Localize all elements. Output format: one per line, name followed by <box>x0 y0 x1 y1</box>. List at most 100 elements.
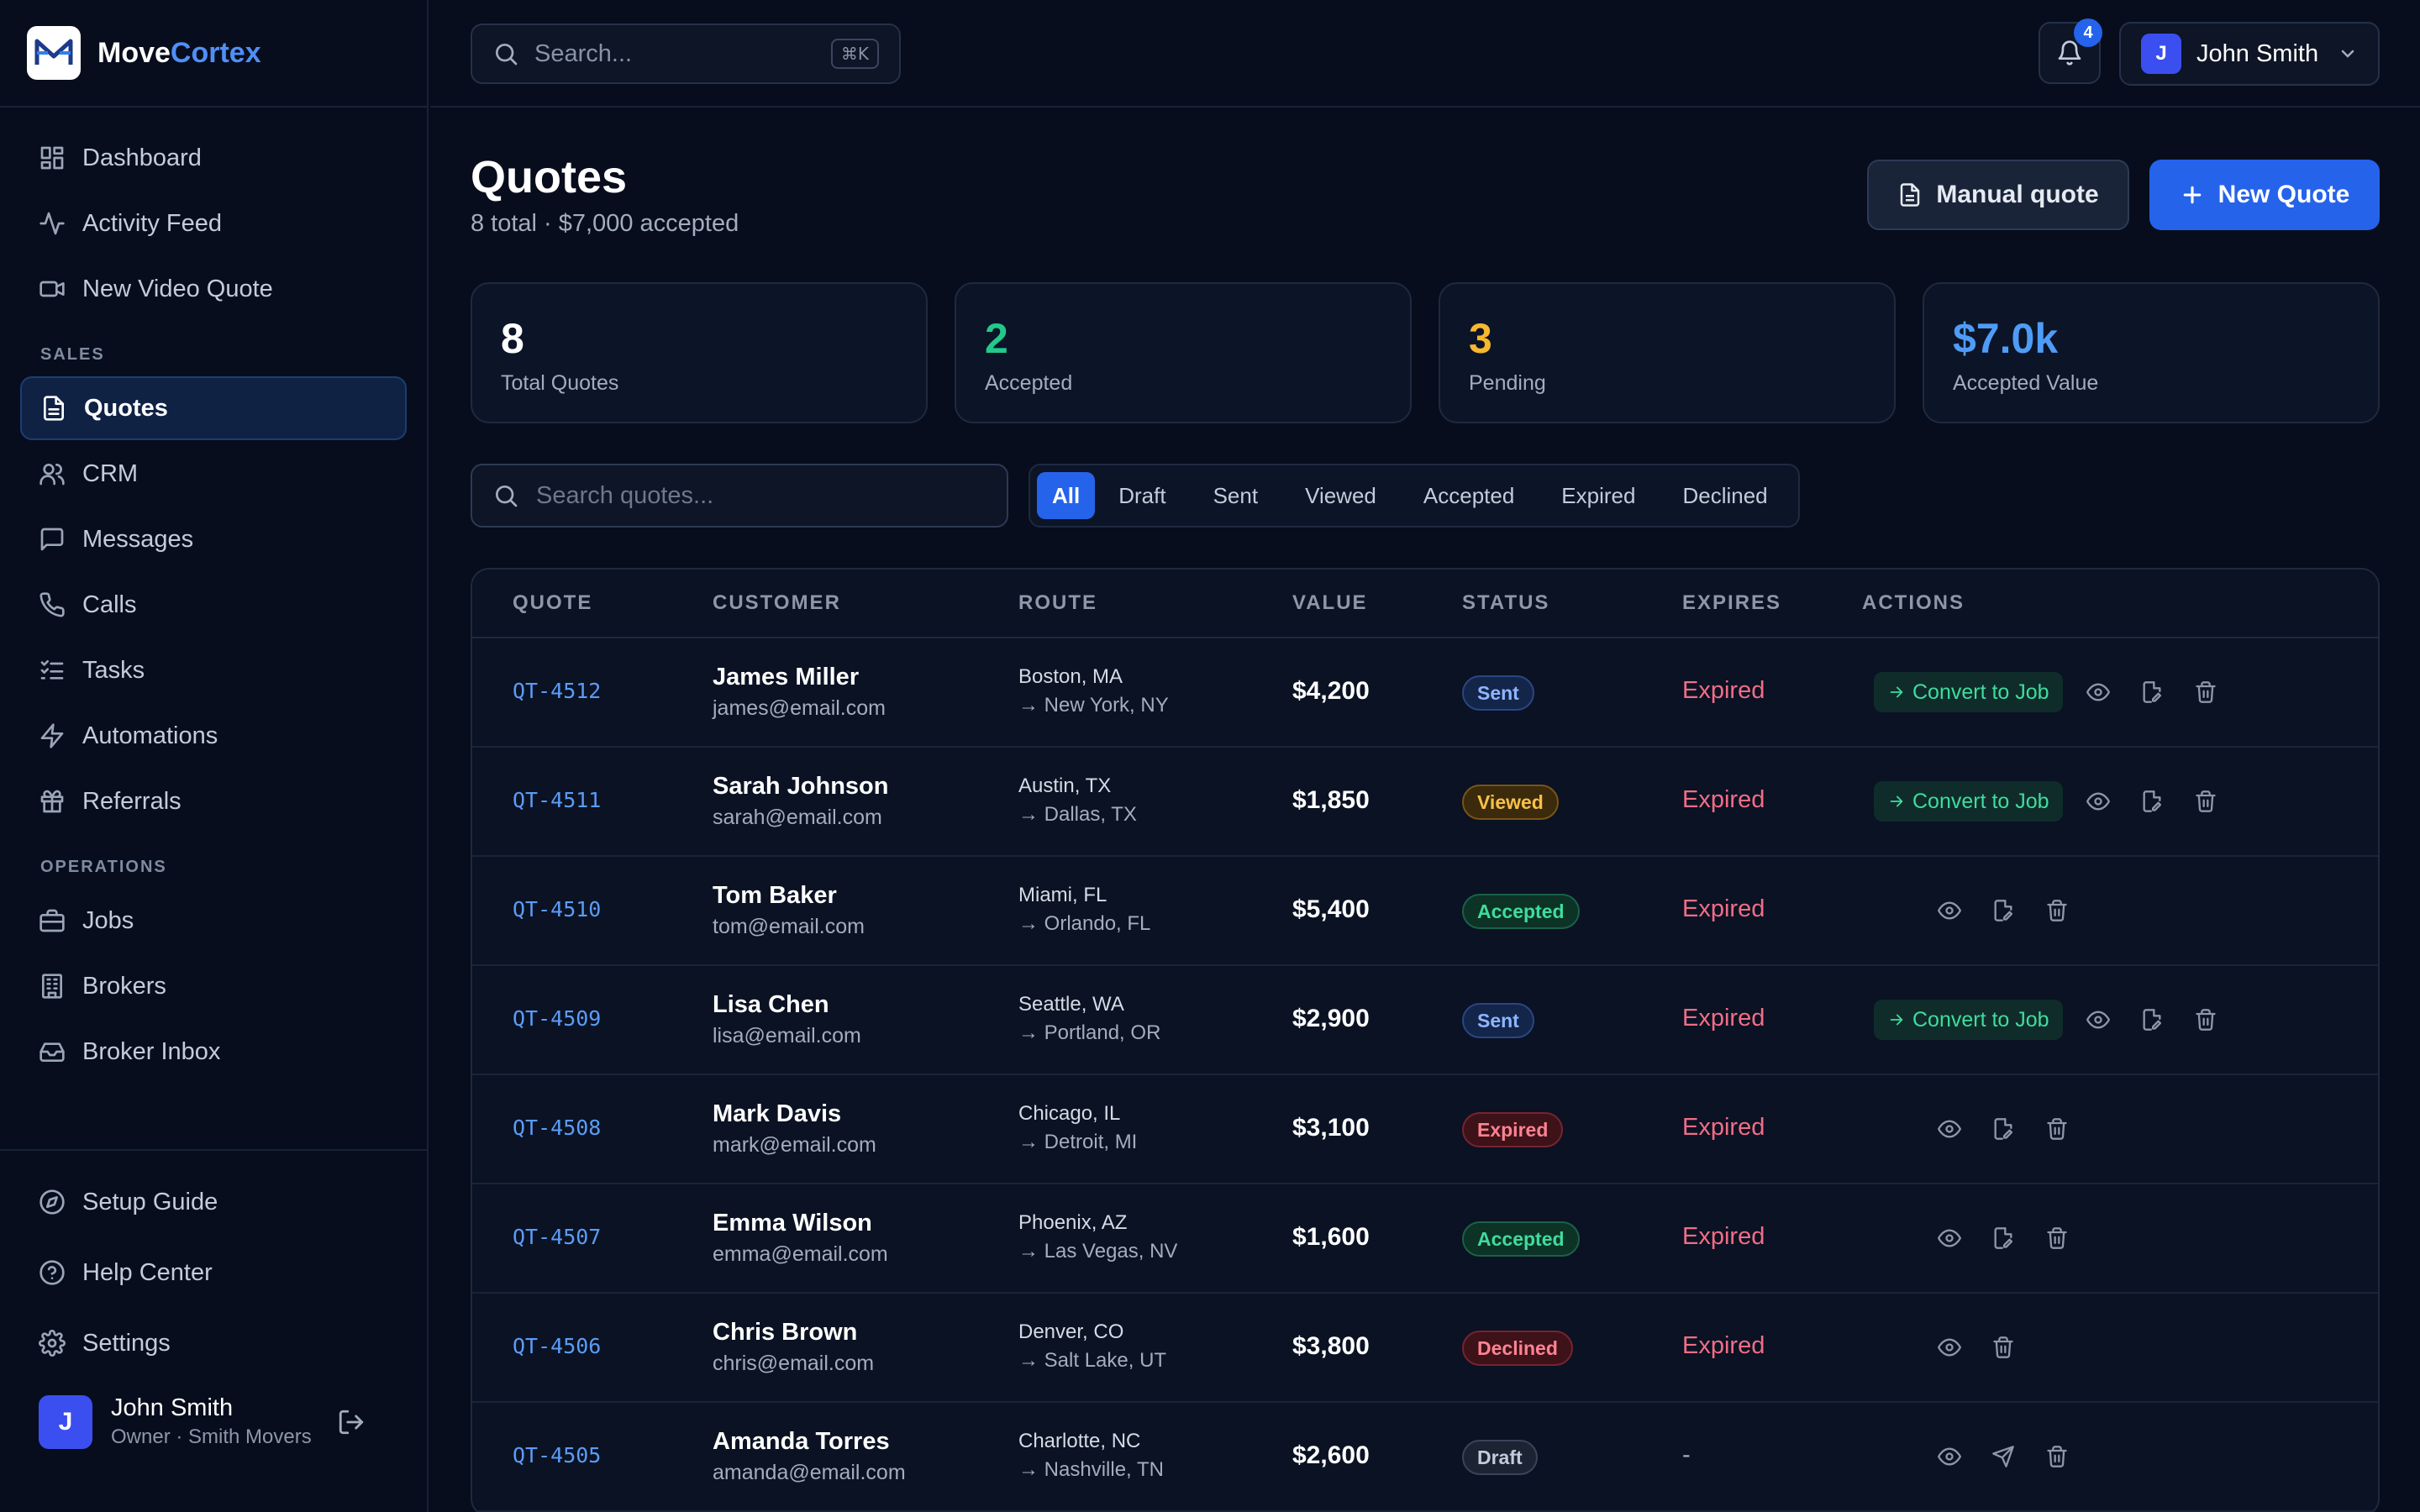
column-header-actions[interactable]: ACTIONS <box>1862 591 1965 614</box>
user-card[interactable]: J John Smith Owner · Smith Movers <box>20 1394 407 1449</box>
table-row[interactable]: QT-4509 Lisa Chen lisa@email.com Seattle… <box>472 966 2378 1075</box>
avatar: J <box>2141 34 2181 74</box>
table-row[interactable]: QT-4511 Sarah Johnson sarah@email.com Au… <box>472 748 2378 857</box>
quote-search-input[interactable]: Search quotes... <box>536 481 714 509</box>
customer-cell: Lisa Chen lisa@email.com <box>713 991 861 1048</box>
table-row[interactable]: QT-4512 James Miller james@email.com Bos… <box>472 638 2378 748</box>
trash-action-button[interactable] <box>2030 1435 2084 1478</box>
new-quote-button[interactable]: New Quote <box>2149 160 2380 230</box>
trash-action-button[interactable] <box>2030 889 2084 932</box>
customer-email: emma@email.com <box>713 1242 888 1266</box>
edit-action-button[interactable] <box>1976 1216 2030 1260</box>
logo-icon[interactable] <box>27 26 81 80</box>
quote-id[interactable]: QT-4506 <box>513 1334 602 1358</box>
edit-action-button[interactable] <box>1976 889 2030 932</box>
quote-id[interactable]: QT-4508 <box>513 1116 602 1140</box>
sidebar-item-label: Settings <box>82 1329 171 1357</box>
tab-expired[interactable]: Expired <box>1561 482 1636 508</box>
sidebar-item-settings[interactable]: Settings <box>20 1309 407 1378</box>
tab-draft[interactable]: Draft <box>1118 482 1166 508</box>
user-menu-button[interactable]: J John Smith <box>2119 22 2380 86</box>
sidebar-item-help-center[interactable]: Help Center <box>20 1238 407 1307</box>
sidebar-item-calls[interactable]: Calls <box>20 573 407 637</box>
table-row[interactable]: QT-4505 Amanda Torres amanda@email.com C… <box>472 1403 2378 1512</box>
quotes-table: QUOTE CUSTOMER ROUTE VALUE STATUS EXPIRES ACTI… <box>471 568 2380 1512</box>
convert-to-job-button[interactable]: Convert to Job <box>1874 672 2063 712</box>
tab-accepted[interactable]: Accepted <box>1423 482 1515 508</box>
sidebar-item-brokers[interactable]: Brokers <box>20 954 407 1018</box>
sidebar-item-label: Broker Inbox <box>82 1037 221 1065</box>
edit-action-button[interactable] <box>1976 1107 2030 1151</box>
sidebar-item-activity-feed[interactable]: Activity Feed <box>20 192 407 255</box>
expires-value: Expired <box>1682 895 1765 922</box>
eye-action-button[interactable] <box>1923 1216 1976 1260</box>
manual-quote-button[interactable]: Manual quote <box>1867 160 2129 230</box>
sidebar-item-new-video-quote[interactable]: New Video Quote <box>20 257 407 321</box>
sidebar-item-messages[interactable]: Messages <box>20 507 407 571</box>
quote-id[interactable]: QT-4510 <box>513 897 602 921</box>
trash-action-button[interactable] <box>2179 780 2233 823</box>
edit-action-button[interactable] <box>2125 670 2179 714</box>
eye-icon <box>1938 1120 1961 1138</box>
trash-action-button[interactable] <box>2030 1216 2084 1260</box>
convert-to-job-button[interactable]: Convert to Job <box>1874 781 2063 822</box>
stats-row: 8 Total Quotes 2 Accepted 3 Pending $7.0k Accep… <box>471 282 2380 423</box>
table-row[interactable]: QT-4510 Tom Baker tom@email.com Miami, F… <box>472 857 2378 966</box>
quote-id[interactable]: QT-4507 <box>513 1225 602 1249</box>
global-search-input[interactable]: Search... <box>534 39 633 67</box>
sidebar-item-dashboard[interactable]: Dashboard <box>20 126 407 190</box>
grid-icon <box>40 146 64 170</box>
send-action-button[interactable] <box>1976 1435 2030 1478</box>
table-row[interactable]: QT-4508 Mark Davis mark@email.com Chicag… <box>472 1075 2378 1184</box>
quote-id[interactable]: QT-4509 <box>513 1006 602 1031</box>
table-row[interactable]: QT-4507 Emma Wilson emma@email.com Phoen… <box>472 1184 2378 1294</box>
sidebar-item-automations[interactable]: Automations <box>20 704 407 768</box>
route-to: → Detroit, MI <box>1018 1131 1138 1153</box>
trash-action-button[interactable] <box>2179 670 2233 714</box>
column-header-status[interactable]: STATUS <box>1462 591 1550 614</box>
route-from: Seattle, WA <box>1018 993 1124 1016</box>
eye-action-button[interactable] <box>1923 1107 1976 1151</box>
eye-action-button[interactable] <box>1923 1326 1976 1369</box>
column-header-route[interactable]: ROUTE <box>1018 591 1097 614</box>
brand-name[interactable]: MoveCortex <box>97 37 261 70</box>
quote-id[interactable]: QT-4505 <box>513 1443 602 1467</box>
column-header-quote[interactable]: QUOTE <box>513 591 593 614</box>
eye-action-button[interactable] <box>1923 1435 1976 1478</box>
tab-all[interactable]: All <box>1037 472 1096 519</box>
sidebar-item-setup-guide[interactable]: Setup Guide <box>20 1168 407 1236</box>
column-header-customer[interactable]: CUSTOMER <box>713 591 841 614</box>
edit-action-button[interactable] <box>2125 780 2179 823</box>
send-icon <box>1992 1446 2014 1467</box>
eye-action-button[interactable] <box>2071 670 2125 714</box>
eye-action-button[interactable] <box>2071 998 2125 1042</box>
quote-search[interactable]: Search quotes... <box>471 464 1008 528</box>
eye-action-button[interactable] <box>1923 889 1976 932</box>
sidebar-item-broker-inbox[interactable]: Broker Inbox <box>20 1020 407 1084</box>
route-to: → Dallas, TX <box>1018 803 1137 826</box>
tab-declined[interactable]: Declined <box>1682 482 1768 508</box>
column-header-value[interactable]: VALUE <box>1292 591 1368 614</box>
tab-sent[interactable]: Sent <box>1213 482 1259 508</box>
eye-action-button[interactable] <box>2071 780 2125 823</box>
sidebar-item-label: Dashboard <box>82 144 202 171</box>
quote-id[interactable]: QT-4511 <box>513 788 602 812</box>
sidebar-item-crm[interactable]: CRM <box>20 442 407 506</box>
table-row[interactable]: QT-4506 Chris Brown chris@email.com Denv… <box>472 1294 2378 1403</box>
convert-to-job-button[interactable]: Convert to Job <box>1874 1000 2063 1040</box>
global-search[interactable]: Search... ⌘K <box>471 24 901 84</box>
trash-action-button[interactable] <box>1976 1326 2030 1369</box>
notifications-button[interactable]: 4 <box>2039 18 2102 84</box>
trash-action-button[interactable] <box>2030 1107 2084 1151</box>
tab-viewed[interactable]: Viewed <box>1305 482 1376 508</box>
sidebar-item-referrals[interactable]: Referrals <box>20 769 407 833</box>
sidebar-item-jobs[interactable]: Jobs <box>20 889 407 953</box>
column-header-expires[interactable]: EXPIRES <box>1682 591 1782 614</box>
logout-icon[interactable] <box>337 1408 366 1436</box>
trash-action-button[interactable] <box>2179 998 2233 1042</box>
quote-id[interactable]: QT-4512 <box>513 679 602 703</box>
convert-label: Convert to Job <box>1912 680 2049 704</box>
sidebar-item-tasks[interactable]: Tasks <box>20 638 407 702</box>
edit-action-button[interactable] <box>2125 998 2179 1042</box>
sidebar-item-quotes[interactable]: Quotes <box>20 376 407 440</box>
